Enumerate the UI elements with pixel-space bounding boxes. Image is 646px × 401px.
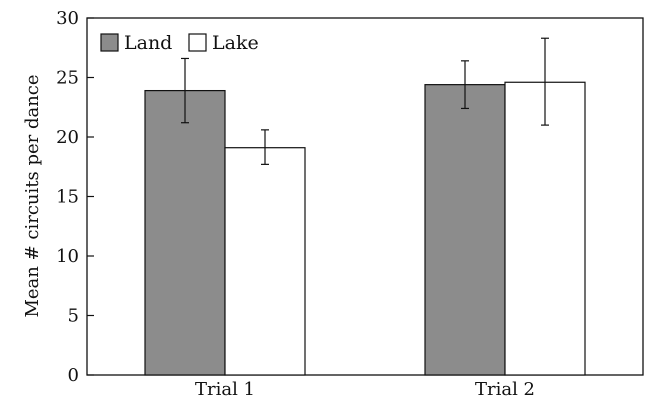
plot-area: 0 5 10 15 20 25 30 Trial 1 Trial 2 xyxy=(56,8,644,400)
x-tick-label: Trial 1 xyxy=(195,379,255,400)
bar-land-trial-1 xyxy=(144,89,226,376)
y-tick-label: 25 xyxy=(56,68,79,89)
legend: Land Lake xyxy=(100,32,259,54)
legend-label-lake: Lake xyxy=(212,32,259,54)
bar-land-trial-2 xyxy=(424,84,506,376)
bar-lake-trial-2 xyxy=(504,81,586,376)
y-tick-label: 5 xyxy=(68,306,79,327)
legend-swatch-lake xyxy=(188,33,207,52)
y-tick-label: 15 xyxy=(56,187,79,208)
y-tick-label: 10 xyxy=(56,246,79,267)
y-tick-label: 30 xyxy=(56,8,79,29)
x-tick-label: Trial 2 xyxy=(475,379,535,400)
bar-lake-trial-1 xyxy=(224,147,306,376)
y-tick-label: 20 xyxy=(56,127,79,148)
legend-swatch-land xyxy=(100,33,119,52)
y-tick-label: 0 xyxy=(68,365,79,386)
y-axis-label: Mean # circuits per dance xyxy=(22,74,43,317)
legend-label-land: Land xyxy=(124,32,172,54)
